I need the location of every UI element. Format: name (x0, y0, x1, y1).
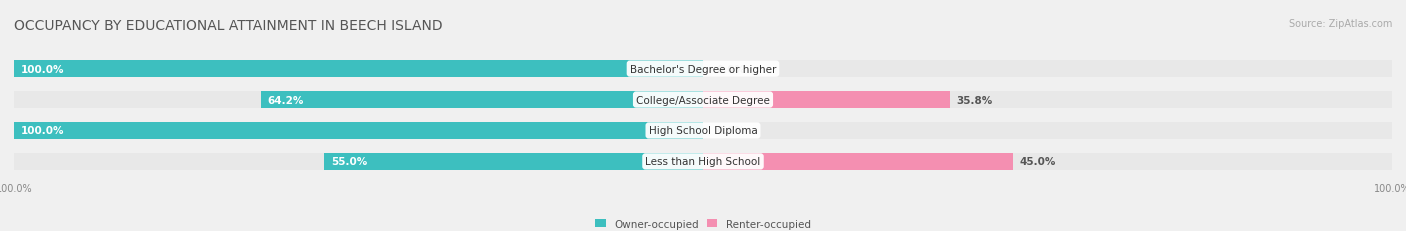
Bar (703, 61, 1392, 78)
Text: Bachelor's Degree or higher: Bachelor's Degree or higher (630, 64, 776, 74)
Bar (14, 92, 703, 109)
Bar (260, 92, 703, 109)
Bar (703, 92, 949, 109)
Bar (14, 122, 703, 139)
Text: 35.8%: 35.8% (956, 95, 993, 105)
Text: Source: ZipAtlas.com: Source: ZipAtlas.com (1288, 18, 1392, 28)
Bar (14, 61, 703, 78)
Text: 55.0%: 55.0% (330, 157, 367, 167)
Text: 100.0%: 100.0% (21, 64, 65, 74)
Bar (703, 153, 1012, 170)
Text: 0.0%: 0.0% (717, 126, 745, 136)
Text: 0.0%: 0.0% (717, 64, 745, 74)
Bar (14, 153, 703, 170)
Text: High School Diploma: High School Diploma (648, 126, 758, 136)
Text: Less than High School: Less than High School (645, 157, 761, 167)
Text: 64.2%: 64.2% (267, 95, 304, 105)
Bar (703, 92, 1392, 109)
Bar (703, 153, 1392, 170)
Bar (323, 153, 703, 170)
Text: 100.0%: 100.0% (21, 126, 65, 136)
Text: OCCUPANCY BY EDUCATIONAL ATTAINMENT IN BEECH ISLAND: OCCUPANCY BY EDUCATIONAL ATTAINMENT IN B… (14, 18, 443, 32)
Text: College/Associate Degree: College/Associate Degree (636, 95, 770, 105)
Bar (703, 122, 1392, 139)
Legend: Owner-occupied, Renter-occupied: Owner-occupied, Renter-occupied (591, 215, 815, 231)
Bar (14, 61, 703, 78)
Bar (14, 122, 703, 139)
Text: 45.0%: 45.0% (1019, 157, 1056, 167)
